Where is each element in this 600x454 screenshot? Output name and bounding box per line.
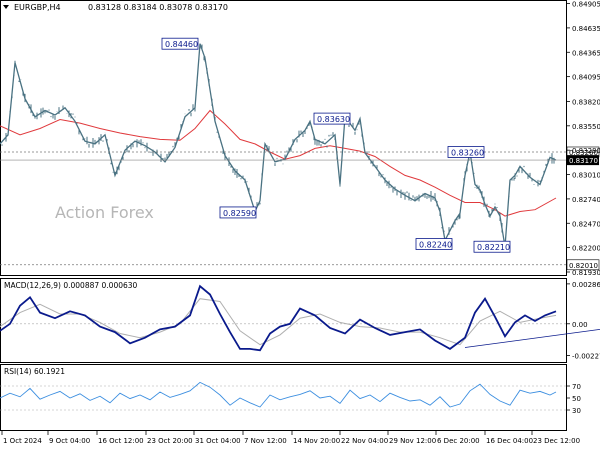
price-tick-label: 0.84635 (572, 25, 600, 33)
price-tick-label: 0.83280 (572, 147, 600, 155)
price-tick-label: 0.81930 (572, 269, 600, 277)
macd-panel-frame (0, 278, 567, 363)
collapse-triangle-icon[interactable] (3, 5, 9, 9)
x-tick-label: 22 Nov 04:00 (341, 437, 388, 445)
moving-average-line (0, 109, 557, 217)
price-panel-frame (0, 0, 567, 276)
x-tick-label: 23 Dec 12:00 (533, 437, 580, 445)
extreme-label: 0.83260 (451, 148, 484, 157)
rsi-tick-label: 30 (572, 407, 581, 415)
macd-signal-line (0, 298, 557, 346)
x-tick-label: 1 Oct 2024 (3, 437, 42, 445)
x-tick-label: 16 Oct 12:00 (98, 437, 144, 445)
extreme-label: 0.82210 (477, 243, 510, 252)
x-tick-label: 7 Nov 12:00 (244, 437, 287, 445)
price-tick-label: 0.83820 (572, 98, 600, 106)
extreme-label-box (219, 206, 257, 219)
extreme-label: 0.84460 (165, 40, 198, 49)
extreme-label: 0.83630 (317, 115, 350, 124)
rsi-axis: 70 50 30 (566, 383, 581, 415)
extreme-label: 0.82240 (419, 241, 452, 250)
price-tick-label: 0.84365 (572, 49, 600, 57)
macd-tick-label: 0.002865 (572, 281, 600, 289)
price-tick-label: 0.82470 (572, 220, 600, 228)
macd-lines (0, 284, 600, 352)
price-axis: 0.84905 0.84635 0.84365 0.84095 0.83820 0.835… (566, 1, 600, 277)
panel-frames (0, 0, 567, 431)
macd-line (0, 284, 557, 352)
price-tick-label: 0.83550 (572, 123, 600, 131)
rsi-lines (0, 381, 566, 411)
price-tick-label: 0.84095 (572, 74, 600, 82)
price-annotations: 0.832600.831700.820100.844600.825900.836… (0, 37, 600, 271)
watermark: Action Forex (55, 203, 154, 222)
symbol-label: EURGBP,H4 (14, 3, 61, 12)
ohlc-label: 0.83128 0.83184 0.83078 0.83170 (88, 3, 228, 12)
rsi-tick-label: 50 (572, 395, 581, 403)
rsi-line (0, 381, 557, 408)
current-price-label: 0.83170 (569, 157, 598, 165)
x-tick-label: 31 Oct 04:00 (195, 437, 241, 445)
extreme-label-box (313, 112, 351, 125)
price-tick-label: 0.82740 (572, 196, 600, 204)
extreme-label-box (415, 238, 453, 250)
x-tick-label: 14 Nov 20:00 (293, 437, 340, 445)
extreme-label-box (473, 240, 511, 253)
x-tick-label: 23 Oct 20:00 (147, 437, 193, 445)
current-price-box (567, 155, 599, 166)
macd-title: MACD(12,26,9) 0.000887 0.000630 (4, 281, 138, 290)
x-tick-label: 9 Oct 04:00 (49, 437, 90, 445)
reference-label: 0.82010 (569, 262, 598, 270)
price-line (0, 43, 557, 251)
reference-label-box (566, 259, 600, 271)
x-tick-label: 16 Dec 04:00 (486, 437, 533, 445)
x-axis: 1 Oct 2024 9 Oct 04:00 16 Oct 12:00 23 Oct … (1, 431, 580, 445)
reference-label: 0.83260 (569, 149, 598, 157)
rsi-tick-label: 70 (572, 383, 581, 391)
macd-tick-label: 0.00 (572, 321, 588, 329)
x-tick-label: 29 Nov 12:00 (389, 437, 436, 445)
macd-tick-label: -0.002271 (572, 352, 600, 360)
extreme-label: 0.82590 (223, 209, 256, 218)
x-tick-label: 6 Dec 20:00 (437, 437, 480, 445)
extreme-label-box (447, 146, 485, 158)
price-tick-label: 0.82200 (572, 245, 600, 253)
macd-axis: 0.002865 0.00 -0.002271 (566, 281, 600, 360)
rsi-title: RSI(14) 60.1921 (4, 367, 65, 376)
price-tick-label: 0.84905 (572, 1, 600, 9)
price-moving-average (0, 109, 557, 217)
extreme-label-box (161, 37, 199, 50)
price-tick-label: 0.83010 (572, 172, 600, 180)
macd-trendline (464, 329, 600, 348)
